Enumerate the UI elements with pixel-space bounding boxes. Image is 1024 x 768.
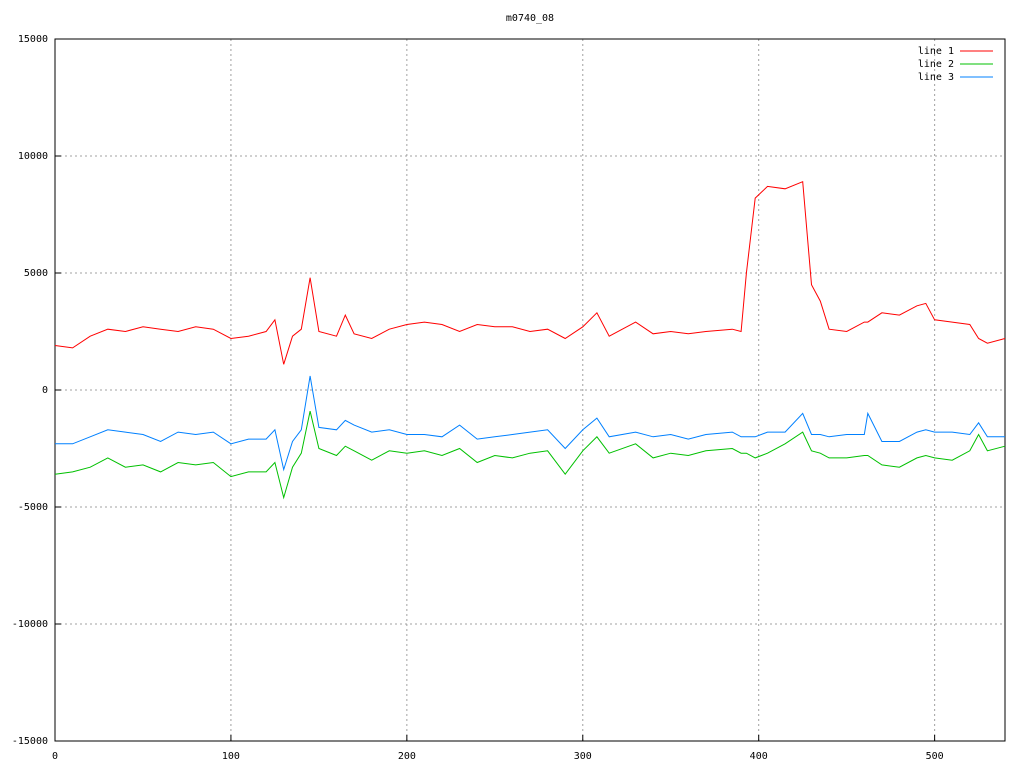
plot-frame	[54, 38, 1006, 742]
chart-title: m0740_08	[506, 13, 554, 24]
legend-label: line 2	[918, 59, 954, 70]
data-line	[54, 410, 1006, 500]
x-tick-label: 0	[52, 751, 58, 762]
legend-label: line 1	[918, 46, 954, 57]
legend-label: line 3	[918, 72, 954, 83]
data-line	[54, 180, 1006, 365]
x-tick-label: 100	[222, 751, 240, 762]
x-tick-label: 400	[750, 751, 768, 762]
y-tick-label: -15000	[12, 736, 48, 747]
y-tick-label: -10000	[12, 619, 48, 630]
x-tick-label: 200	[398, 751, 416, 762]
x-tick-label: 500	[926, 751, 944, 762]
y-tick-label: 10000	[18, 151, 48, 162]
y-tick-label: 0	[42, 385, 48, 396]
data-line	[55, 375, 1005, 472]
y-tick-label: -5000	[18, 502, 48, 513]
y-tick-label: 5000	[24, 268, 48, 279]
y-tick-label: 15000	[18, 34, 48, 45]
x-tick-label: 300	[574, 751, 592, 762]
